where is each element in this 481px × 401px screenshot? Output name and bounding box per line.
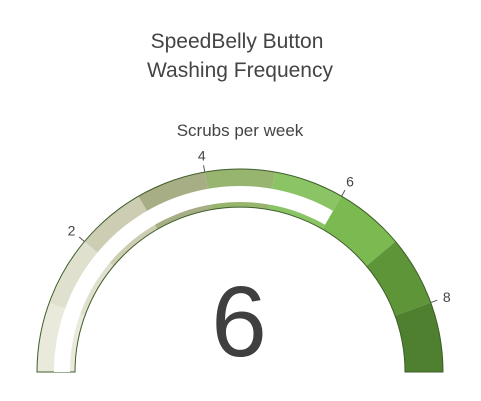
- gauge-tick-2: [78, 236, 85, 242]
- gauge-tick-label-4: 4: [198, 147, 206, 163]
- chart-subtitle: Scrubs per week: [177, 121, 304, 140]
- gauge-band-8: [395, 302, 444, 372]
- gauge-tick-label-6: 6: [346, 173, 354, 189]
- gauge-outline: [36, 168, 444, 373]
- gauge-ticks: 2 4 6 8: [68, 147, 451, 304]
- gauge-value-arc: [54, 186, 333, 372]
- gauge-tick-label-8: 8: [443, 289, 451, 305]
- gauge-tick-4: [203, 165, 206, 173]
- gauge-value-label: 6: [211, 266, 267, 378]
- gauge-tick-6: [341, 189, 346, 197]
- gauge-value-indicator: [54, 186, 333, 372]
- gauge-band-7: [366, 241, 431, 316]
- gauge-tick-8: [430, 299, 438, 304]
- gauge-band-6: [322, 196, 396, 266]
- gauge-tick-label-2: 2: [68, 223, 76, 239]
- chart-title-line2: Washing Frequency: [147, 59, 333, 82]
- chart-title-line1: SpeedBelly Button: [151, 30, 324, 53]
